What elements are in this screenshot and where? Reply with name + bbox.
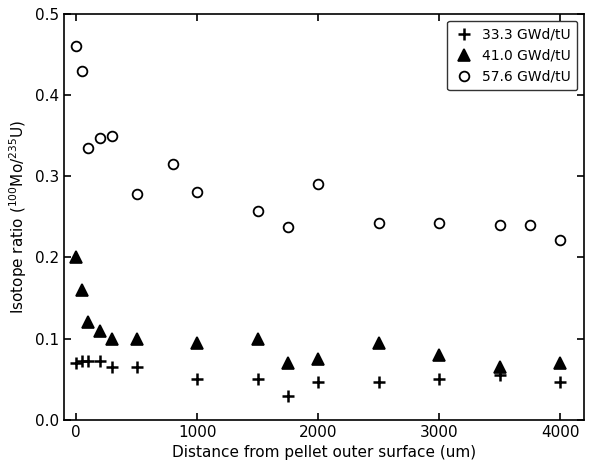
33.3 GWd/tU <box>79 358 86 364</box>
57.6 GWd/tU <box>496 222 503 228</box>
33.3 GWd/tU <box>496 373 503 378</box>
33.3 GWd/tU <box>109 364 116 370</box>
41.0 GWd/tU <box>436 352 443 358</box>
41.0 GWd/tU <box>375 340 382 345</box>
41.0 GWd/tU <box>314 356 321 362</box>
57.6 GWd/tU <box>73 44 80 49</box>
33.3 GWd/tU <box>254 376 261 382</box>
33.3 GWd/tU <box>85 358 92 364</box>
Line: 33.3 GWd/tU: 33.3 GWd/tU <box>70 354 567 402</box>
57.6 GWd/tU <box>194 189 201 194</box>
57.6 GWd/tU <box>254 208 261 214</box>
41.0 GWd/tU <box>194 340 201 345</box>
57.6 GWd/tU <box>85 145 92 151</box>
57.6 GWd/tU <box>284 224 291 229</box>
57.6 GWd/tU <box>169 161 176 167</box>
41.0 GWd/tU <box>284 360 291 366</box>
57.6 GWd/tU <box>314 182 321 187</box>
41.0 GWd/tU <box>133 336 140 342</box>
41.0 GWd/tU <box>109 336 116 342</box>
41.0 GWd/tU <box>556 360 564 366</box>
33.3 GWd/tU <box>436 376 443 382</box>
57.6 GWd/tU <box>133 191 140 197</box>
57.6 GWd/tU <box>96 135 104 141</box>
33.3 GWd/tU <box>556 379 564 385</box>
33.3 GWd/tU <box>96 358 104 364</box>
41.0 GWd/tU <box>254 336 261 342</box>
57.6 GWd/tU <box>526 222 533 228</box>
33.3 GWd/tU <box>284 393 291 398</box>
57.6 GWd/tU <box>375 220 382 226</box>
57.6 GWd/tU <box>556 237 564 242</box>
41.0 GWd/tU <box>496 364 503 370</box>
X-axis label: Distance from pellet outer surface (um): Distance from pellet outer surface (um) <box>172 446 476 461</box>
Legend: 33.3 GWd/tU, 41.0 GWd/tU, 57.6 GWd/tU: 33.3 GWd/tU, 41.0 GWd/tU, 57.6 GWd/tU <box>447 21 577 90</box>
57.6 GWd/tU <box>109 133 116 139</box>
Line: 41.0 GWd/tU: 41.0 GWd/tU <box>70 252 566 373</box>
57.6 GWd/tU <box>79 68 86 73</box>
41.0 GWd/tU <box>85 320 92 325</box>
41.0 GWd/tU <box>73 255 80 260</box>
33.3 GWd/tU <box>194 376 201 382</box>
33.3 GWd/tU <box>73 360 80 366</box>
41.0 GWd/tU <box>96 328 104 333</box>
57.6 GWd/tU <box>436 220 443 226</box>
Y-axis label: Isotope ratio ($^{100}$Mo/$^{235}$U): Isotope ratio ($^{100}$Mo/$^{235}$U) <box>8 120 30 314</box>
33.3 GWd/tU <box>314 379 321 385</box>
41.0 GWd/tU <box>79 287 86 293</box>
33.3 GWd/tU <box>133 364 140 370</box>
33.3 GWd/tU <box>375 379 382 385</box>
Line: 57.6 GWd/tU: 57.6 GWd/tU <box>71 41 565 244</box>
